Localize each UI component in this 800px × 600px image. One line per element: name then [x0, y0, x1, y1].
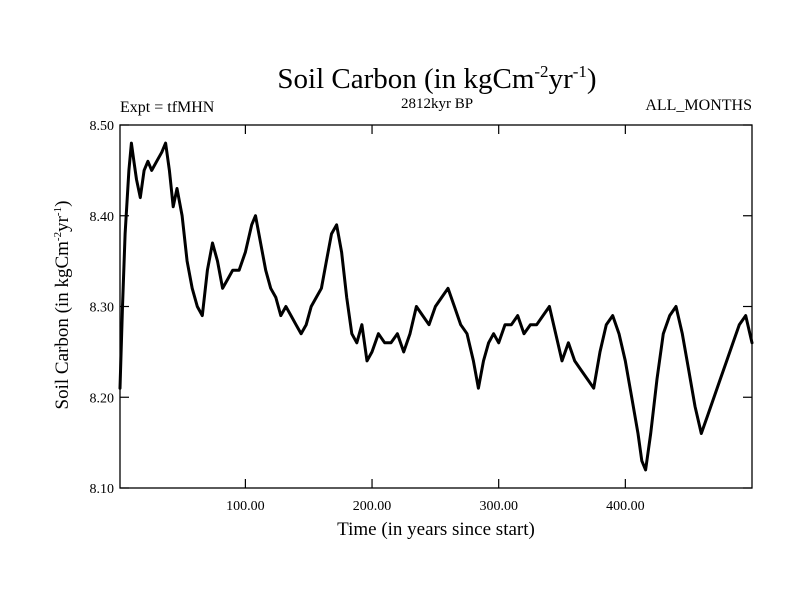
y-tick-label: 8.50 — [90, 119, 115, 134]
series-group — [118, 141, 754, 472]
period-label: 2812kyr BP — [401, 96, 473, 112]
x-tick-label: 200.00 — [353, 499, 392, 514]
y-tick-label: 8.40 — [90, 210, 115, 225]
experiment-label: Expt = tfMHN — [120, 99, 215, 116]
y-tick-label: 8.10 — [90, 482, 115, 497]
y-tick-label: 8.20 — [90, 391, 115, 406]
plot-frame — [119, 124, 753, 489]
x-axis-label: Time (in years since start) — [337, 519, 535, 540]
y-tick-label: 8.30 — [90, 301, 115, 316]
y-axis-ticks: 8.10 8.20 8.30 8.40 8.50 — [90, 119, 752, 497]
y-axis-label: Soil Carbon (in kgCm-2yr-1) — [52, 201, 73, 410]
x-tick-label: 300.00 — [479, 499, 518, 514]
x-tick-label: 100.00 — [226, 499, 265, 514]
series-line-soil-carbon — [118, 141, 754, 472]
months-label: ALL_MONTHS — [645, 97, 752, 114]
chart-title: Soil Carbon (in kgCm-2yr-1) — [277, 62, 596, 95]
x-axis-ticks: 100.00 200.00 300.00 400.00 — [226, 125, 645, 514]
x-tick-label: 400.00 — [606, 499, 645, 514]
